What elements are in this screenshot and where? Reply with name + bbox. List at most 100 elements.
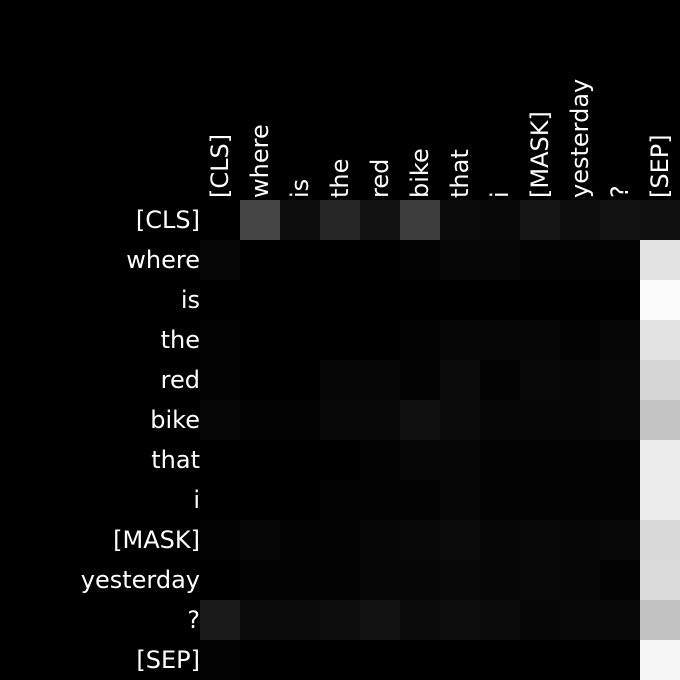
row-label: the: [160, 326, 200, 354]
heatmap-cell: [480, 440, 520, 480]
heatmap-cell: [360, 440, 400, 480]
heatmap-cell: [360, 320, 400, 360]
column-label-text: that: [446, 149, 474, 198]
heatmap-cell: [480, 360, 520, 400]
heatmap-cell: [520, 560, 560, 600]
heatmap-cell: [600, 200, 640, 240]
heatmap-cell: [400, 360, 440, 400]
heatmap-cell: [640, 440, 680, 480]
heatmap-cell: [440, 280, 480, 320]
heatmap-cell: [480, 480, 520, 520]
heatmap-cell: [600, 240, 640, 280]
heatmap-cell: [640, 400, 680, 440]
heatmap-cell: [240, 560, 280, 600]
heatmap-cell: [320, 240, 360, 280]
heatmap-cell: [480, 200, 520, 240]
heatmap-cell: [360, 520, 400, 560]
heatmap-cell: [240, 240, 280, 280]
row-label: red: [160, 366, 200, 394]
heatmap-cell: [560, 280, 600, 320]
heatmap-cell: [600, 600, 640, 640]
heatmap-cell: [520, 360, 560, 400]
heatmap-cell: [640, 480, 680, 520]
heatmap-cell: [280, 520, 320, 560]
heatmap-cell: [280, 440, 320, 480]
heatmap-cell: [560, 520, 600, 560]
heatmap-cell: [240, 360, 280, 400]
heatmap-cell: [560, 200, 600, 240]
heatmap-cell: [200, 600, 240, 640]
heatmap-cell: [560, 640, 600, 680]
heatmap-cell: [600, 280, 640, 320]
heatmap-cell: [600, 640, 640, 680]
heatmap-cell: [200, 520, 240, 560]
heatmap-cell: [360, 200, 400, 240]
heatmap-cell: [280, 640, 320, 680]
heatmap-cell: [400, 240, 440, 280]
row-label: where: [126, 246, 200, 274]
heatmap-cell: [440, 640, 480, 680]
heatmap-cell: [360, 640, 400, 680]
heatmap-cell: [320, 480, 360, 520]
heatmap-cell: [560, 400, 600, 440]
row-label: yesterday: [80, 566, 200, 594]
heatmap-cell: [520, 480, 560, 520]
heatmap-cell: [440, 360, 480, 400]
heatmap-cell: [600, 400, 640, 440]
column-label-text: yesterday: [566, 78, 594, 198]
column-label-text: [MASK]: [526, 111, 554, 198]
heatmap-cell: [600, 320, 640, 360]
heatmap-cell: [280, 400, 320, 440]
heatmap-cell: [240, 480, 280, 520]
heatmap-cell: [560, 240, 600, 280]
heatmap-cell: [200, 320, 240, 360]
heatmap-cell: [360, 560, 400, 600]
heatmap-cell: [440, 480, 480, 520]
heatmap-cell: [200, 200, 240, 240]
heatmap-cell: [480, 560, 520, 600]
heatmap-cell: [480, 280, 520, 320]
heatmap-cell: [400, 280, 440, 320]
heatmap-cell: [240, 440, 280, 480]
heatmap-cell: [280, 480, 320, 520]
column-label-text: is: [286, 178, 314, 198]
heatmap-cell: [600, 440, 640, 480]
heatmap-cell: [320, 360, 360, 400]
heatmap-cell: [320, 640, 360, 680]
column-label-text: red: [366, 158, 394, 198]
heatmap-cell: [280, 320, 320, 360]
heatmap-cell: [600, 520, 640, 560]
heatmap-cell: [640, 200, 680, 240]
heatmap-cell: [480, 520, 520, 560]
heatmap-cell: [280, 360, 320, 400]
heatmap-cell: [400, 440, 440, 480]
column-label-text: bike: [406, 148, 434, 198]
heatmap-cell: [440, 520, 480, 560]
heatmap-cell: [640, 280, 680, 320]
row-label: is: [180, 286, 200, 314]
heatmap-cell: [520, 520, 560, 560]
heatmap-cell: [600, 360, 640, 400]
column-label-text: [CLS]: [206, 133, 234, 198]
heatmap-cell: [560, 600, 600, 640]
heatmap-cell: [440, 440, 480, 480]
heatmap-cell: [240, 520, 280, 560]
heatmap-cell: [440, 560, 480, 600]
heatmap-cell: [200, 640, 240, 680]
row-label: that: [151, 446, 200, 474]
heatmap-cell: [640, 360, 680, 400]
heatmap-cell: [240, 280, 280, 320]
heatmap-cell: [400, 520, 440, 560]
row-label: ?: [187, 606, 200, 634]
heatmap-cell: [320, 200, 360, 240]
heatmap-cell: [320, 280, 360, 320]
heatmap-cell: [200, 280, 240, 320]
heatmap-cell: [400, 640, 440, 680]
heatmap-cell: [520, 600, 560, 640]
heatmap-cell: [480, 400, 520, 440]
heatmap-cell: [520, 640, 560, 680]
heatmap-cell: [200, 480, 240, 520]
heatmap-cell: [640, 320, 680, 360]
heatmap-cell: [360, 240, 400, 280]
